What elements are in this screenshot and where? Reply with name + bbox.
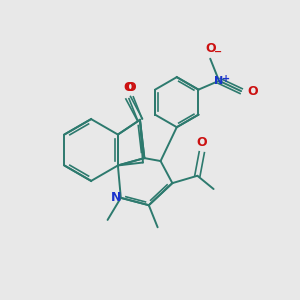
Text: O: O — [196, 136, 207, 149]
Text: −: − — [214, 47, 223, 57]
Text: N: N — [214, 76, 224, 86]
Text: O: O — [123, 81, 134, 94]
Text: O: O — [205, 42, 215, 55]
Text: O: O — [126, 81, 136, 94]
Text: N: N — [111, 191, 122, 204]
Text: O: O — [247, 85, 258, 98]
Text: +: + — [222, 74, 230, 84]
